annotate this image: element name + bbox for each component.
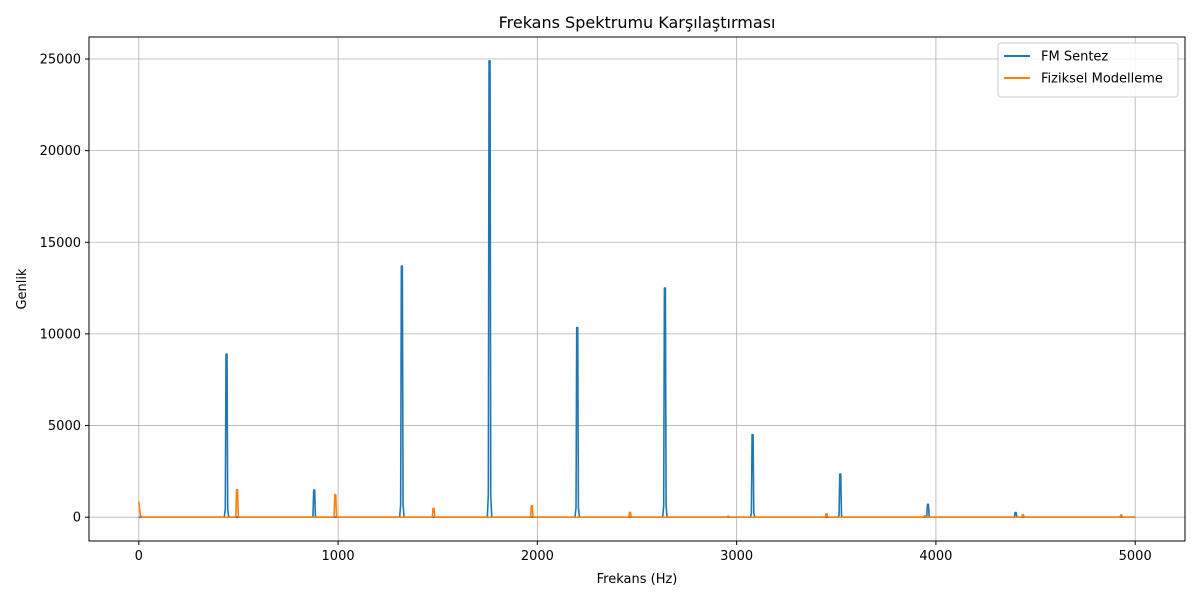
y-tick-label: 0 — [73, 511, 81, 526]
plot-frame — [88, 36, 1186, 542]
x-tick-label: 3000 — [720, 549, 753, 564]
y-tick-label: 10000 — [40, 327, 81, 342]
series-layer — [138, 60, 1136, 518]
x-tick-label: 5000 — [1119, 549, 1152, 564]
legend-box — [997, 42, 1179, 98]
x-tick-label: 0 — [135, 549, 143, 564]
x-tick-label: 1000 — [322, 549, 355, 564]
x-tick-label: 2000 — [521, 549, 554, 564]
legend: FM Sentez Fiziksel Modelleme — [997, 42, 1179, 98]
y-tick-label: 25000 — [40, 52, 81, 67]
ticks-layer: 0 1000 2000 3000 4000 5000 0 5000 10000 15000 2000… — [40, 52, 1152, 564]
y-axis-label: Genlik — [15, 268, 30, 310]
legend-label: FM Sentez — [1041, 50, 1108, 65]
y-tick-label: 5000 — [48, 419, 81, 434]
y-tick-label: 20000 — [40, 144, 81, 159]
x-tick-label: 4000 — [919, 549, 952, 564]
chart-title: Frekans Spektrumu Karşılaştırması — [499, 13, 776, 32]
x-axis-label: Frekans (Hz) — [597, 572, 678, 587]
y-tick-label: 15000 — [40, 236, 81, 251]
legend-label: Fiziksel Modelleme — [1041, 72, 1163, 87]
series-line-2 — [138, 488, 1136, 518]
